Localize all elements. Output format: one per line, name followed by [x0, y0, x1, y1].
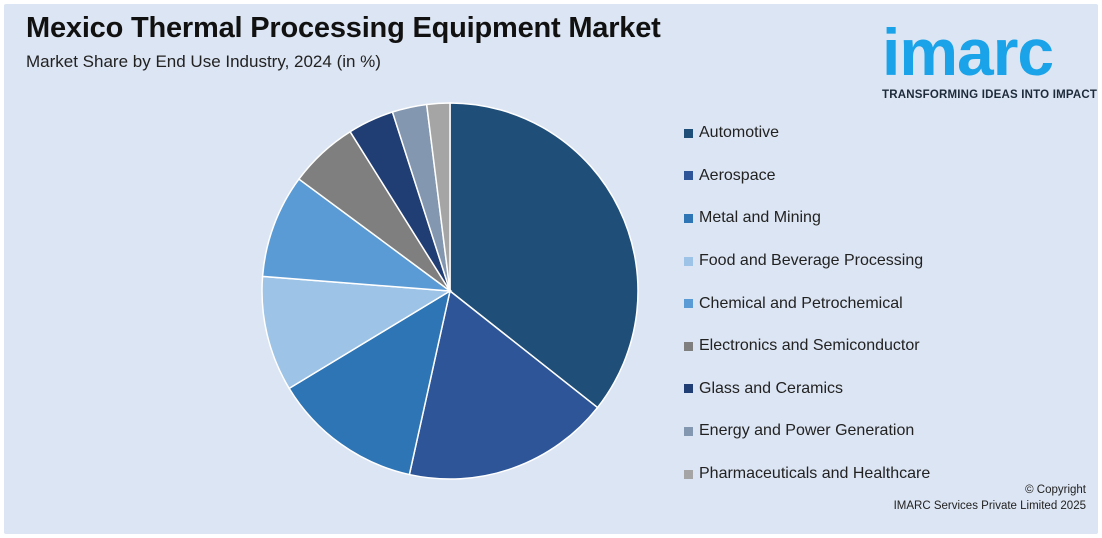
legend-swatch: [684, 384, 693, 394]
legend-item: Pharmaceuticals and Healthcare: [684, 453, 930, 496]
legend-swatch: [684, 128, 693, 138]
copyright-line-1: © Copyright: [1025, 484, 1086, 496]
legend-swatch: [684, 299, 693, 309]
imarc-logo: imarc TRANSFORMING IDEAS INTO IMPACT: [872, 12, 1097, 104]
logo-tagline: TRANSFORMING IDEAS INTO IMPACT: [882, 89, 1098, 101]
copyright-notice: © Copyright IMARC Services Private Limit…: [894, 482, 1086, 514]
legend-item: Energy and Power Generation: [684, 410, 930, 453]
legend-item: Food and Beverage Processing: [684, 240, 930, 283]
pie-slice-food-and-beverage-processing: [261, 275, 453, 390]
legend-swatch: [684, 256, 693, 266]
pie-slice-pharmaceuticals-and-healthcare: [425, 102, 451, 292]
legend-swatch: [684, 213, 693, 223]
legend-swatch: [684, 426, 693, 436]
legend-item: Chemical and Petrochemical: [684, 282, 930, 325]
legend-swatch: [684, 171, 693, 181]
legend-label: Chemical and Petrochemical: [699, 294, 903, 312]
legend-item: Glass and Ceramics: [684, 368, 930, 411]
legend-label: Food and Beverage Processing: [699, 252, 924, 270]
chart-subtitle: Market Share by End Use Industry, 2024 (…: [26, 52, 381, 71]
legend-label: Automotive: [699, 124, 780, 142]
legend-item: Metal and Mining: [684, 197, 930, 240]
chart-title: Mexico Thermal Processing Equipment Mark…: [26, 12, 661, 44]
pie-slice-metal-and-mining: [288, 289, 452, 476]
legend-swatch: [684, 469, 693, 479]
legend-item: Automotive: [684, 112, 930, 155]
chart-legend: Automotive Aerospace Metal and Mining Food …: [684, 112, 930, 495]
copyright-line-2: IMARC Services Private Limited 2025: [893, 500, 1086, 512]
legend-item: Aerospace: [684, 155, 930, 198]
legend-swatch: [684, 341, 693, 351]
legend-label: Metal and Mining: [699, 209, 821, 227]
pie-slice-aerospace: [408, 289, 599, 480]
logo-wordmark: imarc: [882, 15, 1054, 89]
pie-slice-chemical-and-petrochemical: [261, 178, 453, 292]
legend-item: Electronics and Semiconductor: [684, 325, 930, 368]
legend-label: Energy and Power Generation: [699, 422, 915, 440]
pie-slice-automotive: [449, 102, 639, 409]
legend-label: Electronics and Semiconductor: [699, 337, 920, 355]
legend-label: Glass and Ceramics: [699, 379, 844, 397]
legend-label: Aerospace: [699, 166, 776, 184]
legend-label: Pharmaceuticals and Healthcare: [699, 465, 931, 483]
